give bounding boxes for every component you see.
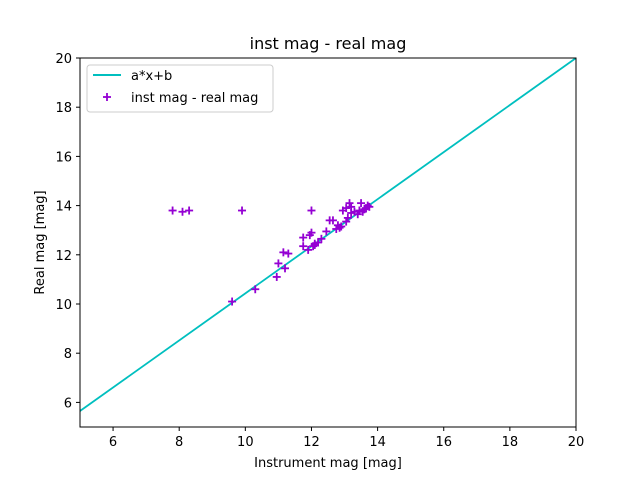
data-point: [299, 242, 308, 251]
y-tick-label: 10: [55, 298, 72, 313]
x-tick-label: 16: [435, 435, 452, 450]
data-point: [272, 272, 281, 281]
data-point: [274, 259, 283, 268]
data-point: [251, 285, 260, 294]
data-point: [343, 213, 352, 222]
x-tick-label: 20: [568, 435, 585, 450]
y-tick-label: 14: [55, 200, 72, 215]
plot-frame: [79, 57, 577, 428]
legend-box: [86, 64, 274, 113]
data-point: [322, 227, 331, 236]
y-tick-label: 16: [55, 150, 72, 165]
scatter-points-layer: [168, 199, 374, 306]
data-point: [168, 206, 177, 215]
legend-entry-fit: a*x+b: [131, 69, 172, 84]
data-point: [335, 223, 344, 232]
y-tick-label: 6: [64, 396, 72, 411]
data-point: [185, 206, 194, 215]
data-point: [328, 216, 337, 225]
data-point: [281, 264, 290, 273]
y-tick-label: 12: [55, 249, 72, 264]
legend-marker-swatch: [103, 93, 111, 101]
data-point: [342, 204, 351, 213]
legend: a*x+b inst mag - real mag: [86, 64, 274, 113]
x-tick-label: 10: [237, 435, 254, 450]
data-point: [347, 202, 356, 211]
data-point: [307, 228, 316, 237]
data-point: [279, 248, 288, 257]
data-point: [337, 222, 346, 231]
data-point: [307, 206, 316, 215]
data-point: [353, 210, 362, 219]
y-tick-label: 8: [64, 347, 72, 362]
x-tick-label: 14: [369, 435, 386, 450]
y-axis-ticks: 6 8 10 12 14 16 18 20: [55, 52, 80, 411]
x-tick-label: 6: [109, 435, 117, 450]
chart-title: inst mag - real mag: [250, 34, 407, 53]
x-axis-label: Instrument mag [mag]: [254, 456, 402, 471]
y-tick-label: 20: [55, 52, 72, 67]
data-point: [317, 234, 326, 243]
legend-plus-marker: [103, 93, 111, 101]
data-point: [345, 199, 354, 208]
x-tick-label: 18: [502, 435, 519, 450]
data-point: [284, 249, 293, 258]
data-point: [178, 207, 187, 216]
fit-line-layer: [80, 58, 576, 412]
data-point: [310, 239, 319, 248]
data-point: [342, 217, 351, 226]
x-tick-label: 12: [303, 435, 320, 450]
x-tick-label: 8: [175, 435, 183, 450]
data-point: [228, 297, 237, 306]
data-point: [299, 233, 308, 242]
data-point: [365, 202, 374, 211]
data-point: [238, 206, 247, 215]
data-point: [304, 245, 313, 254]
fit-line: [80, 58, 576, 412]
y-axis-label: Real mag [mag]: [33, 190, 48, 294]
y-tick-label: 18: [55, 101, 72, 116]
data-point: [357, 199, 366, 208]
data-point: [363, 201, 372, 210]
x-axis-ticks: 6 8 10 12 14 16 18 20: [109, 427, 584, 450]
legend-entry-points: inst mag - real mag: [131, 91, 258, 106]
